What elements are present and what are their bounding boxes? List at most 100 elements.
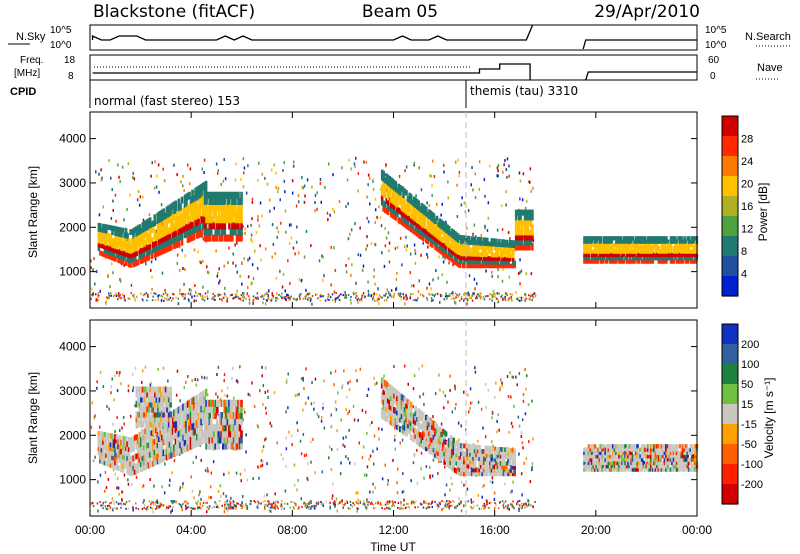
scatter-cell — [280, 507, 283, 511]
ground-scatter-cell — [208, 507, 210, 510]
scatter-cell — [374, 382, 376, 386]
band-cell — [510, 263, 513, 269]
band-cell — [522, 209, 525, 216]
band-cell — [162, 225, 166, 232]
band-cell — [147, 254, 150, 261]
band-cell — [595, 239, 598, 244]
band-cell — [492, 252, 495, 258]
band-cell — [383, 192, 387, 198]
scatter-cell — [378, 302, 380, 306]
scatter-cell — [444, 465, 446, 469]
band-cell — [117, 452, 120, 458]
band-cell — [426, 216, 430, 223]
band-cell — [158, 457, 161, 464]
band-cell — [686, 236, 689, 241]
band-cell — [138, 234, 141, 240]
band-cell — [674, 242, 677, 248]
ground-scatter-cell — [160, 503, 163, 506]
scatter-cell — [290, 236, 293, 240]
ground-scatter-cell — [305, 293, 308, 296]
band-cell — [429, 219, 433, 225]
band-cell — [139, 441, 143, 448]
ground-scatter-cell — [118, 502, 120, 505]
band-cell — [153, 230, 157, 237]
band-cell — [214, 197, 217, 205]
band-cell — [435, 224, 439, 230]
band-cell — [684, 256, 688, 261]
scatter-cell — [470, 498, 472, 502]
scatter-cell — [521, 198, 524, 202]
band-cell — [522, 244, 525, 251]
band-cell — [630, 249, 633, 254]
ground-scatter-cell — [235, 293, 238, 296]
band-cell — [388, 190, 392, 197]
band-cell — [583, 239, 586, 244]
band-cell — [423, 209, 427, 216]
scatter-cell — [496, 419, 498, 423]
band-cell — [473, 255, 477, 261]
band-cell — [163, 396, 166, 403]
scatter-cell — [137, 190, 140, 193]
scatter-cell — [215, 162, 218, 166]
ground-scatter-cell — [400, 295, 403, 298]
band-cell — [141, 430, 144, 437]
scatter-cell — [246, 506, 249, 510]
band-cell — [173, 236, 176, 244]
band-cell — [102, 439, 105, 445]
band-cell — [583, 246, 586, 251]
band-cell — [639, 256, 642, 261]
band-cell — [105, 460, 108, 466]
band-cell — [194, 427, 197, 435]
scatter-cell — [144, 365, 147, 369]
ground-scatter-cell — [347, 294, 350, 297]
band-cell — [586, 236, 589, 241]
scatter-cell — [217, 169, 219, 173]
band-cell — [428, 226, 431, 233]
scatter-cell — [473, 277, 476, 281]
band-cell — [211, 191, 214, 199]
band-cell — [203, 412, 207, 420]
band-cell — [587, 259, 591, 264]
ground-scatter-cell — [369, 502, 372, 505]
band-cell — [208, 430, 211, 438]
band-cell — [466, 239, 469, 245]
band-cell — [610, 259, 614, 264]
band-cell — [138, 411, 142, 418]
band-cell — [232, 228, 236, 236]
scatter-cell — [149, 383, 152, 387]
band-cell — [583, 252, 586, 258]
band-cell — [162, 230, 166, 238]
scatter-cell — [398, 174, 401, 178]
ground-scatter-cell — [425, 502, 428, 505]
scatter-cell — [223, 379, 225, 383]
band-cell — [415, 231, 419, 237]
band-cell — [158, 446, 161, 453]
band-cell — [429, 215, 433, 221]
ground-scatter-cell — [237, 295, 239, 298]
band-cell — [192, 195, 196, 203]
scatter-cell — [430, 287, 432, 291]
scatter-cell — [517, 272, 520, 276]
band-cell — [656, 246, 659, 251]
ground-scatter-cell — [156, 507, 159, 510]
band-cell — [397, 217, 401, 223]
scatter-cell — [291, 179, 294, 183]
ground-scatter-cell — [415, 500, 417, 503]
band-cell — [519, 219, 522, 226]
band-cell — [124, 251, 128, 257]
scatter-cell — [456, 183, 458, 187]
band-cell — [447, 230, 451, 236]
band-cell — [176, 448, 179, 456]
band-cell — [195, 426, 199, 435]
band-cell — [111, 437, 114, 444]
band-cell — [643, 239, 647, 244]
scatter-cell — [485, 405, 487, 409]
band-cell — [100, 227, 104, 233]
ground-scatter-cell — [286, 293, 288, 296]
ground-scatter-cell — [436, 505, 438, 508]
band-cell — [186, 235, 190, 243]
band-cell — [660, 242, 664, 248]
band-cell — [156, 250, 160, 257]
ground-scatter-cell — [225, 507, 228, 510]
band-cell — [130, 437, 134, 443]
